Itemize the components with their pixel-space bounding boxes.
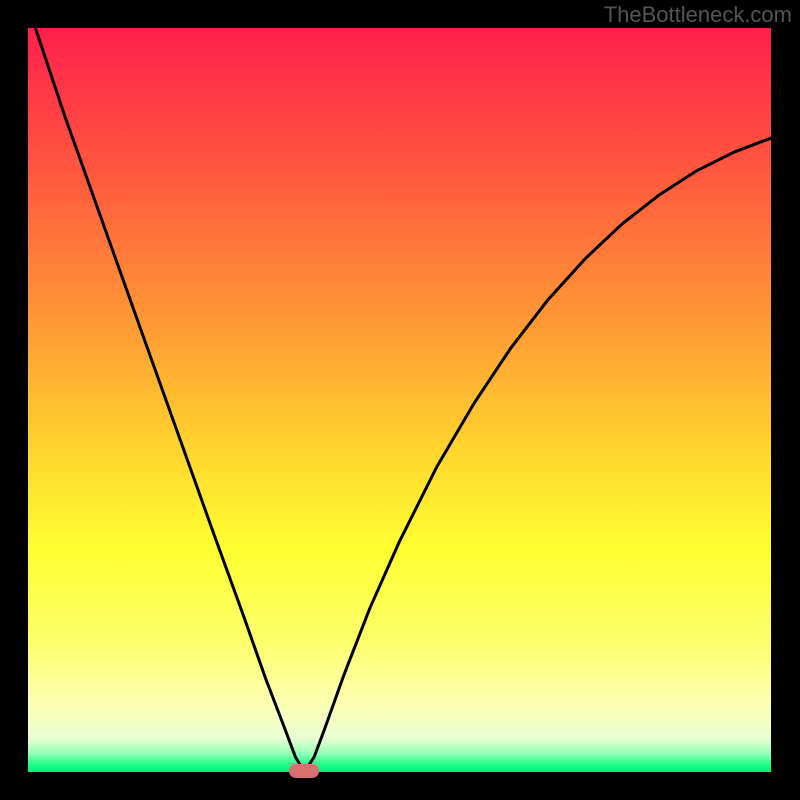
curve-svg — [0, 0, 800, 800]
minimum-marker — [289, 764, 319, 778]
bottleneck-curve — [35, 28, 771, 772]
chart-container: TheBottleneck.com — [0, 0, 800, 800]
watermark-label: TheBottleneck.com — [604, 2, 792, 28]
